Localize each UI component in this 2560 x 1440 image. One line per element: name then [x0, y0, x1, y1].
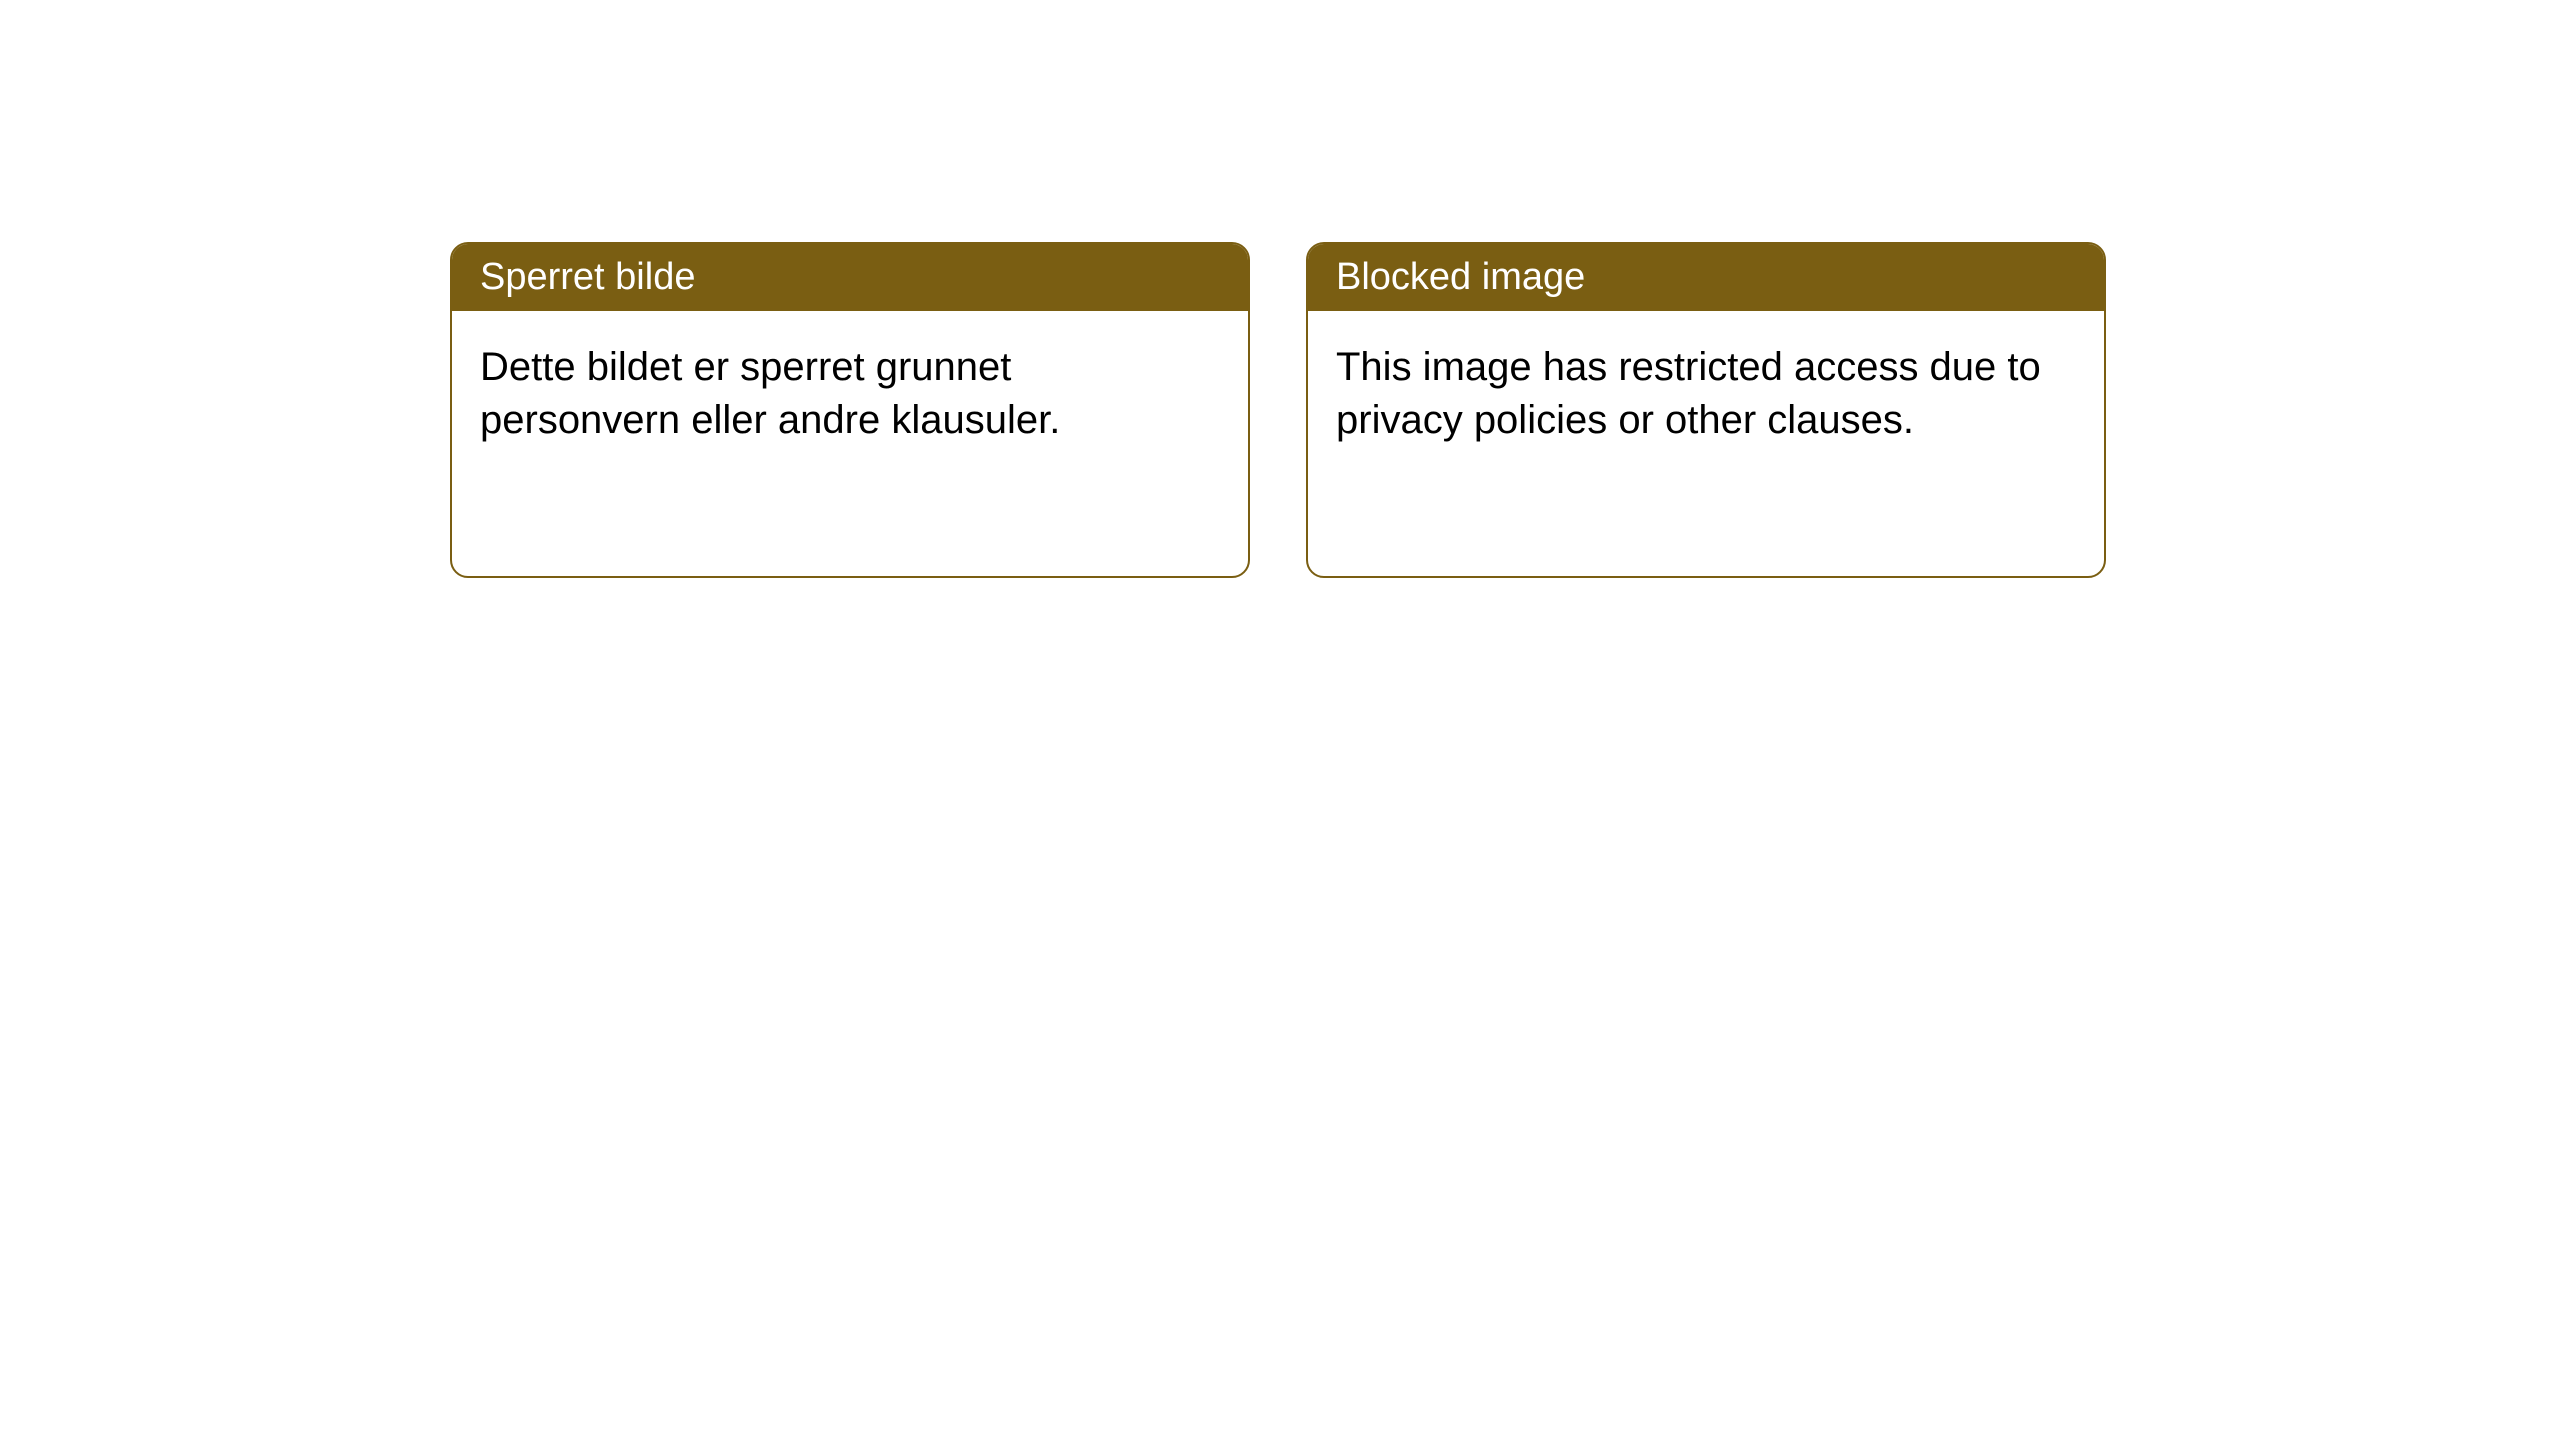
notice-card-en: Blocked image This image has restricted … — [1306, 242, 2106, 578]
notice-card-text: Dette bildet er sperret grunnet personve… — [480, 345, 1060, 442]
notice-card-title: Sperret bilde — [480, 256, 695, 298]
notice-card-header: Sperret bilde — [452, 244, 1248, 311]
notice-card-header: Blocked image — [1308, 244, 2104, 311]
notice-card-body: This image has restricted access due to … — [1308, 311, 2104, 477]
notice-cards-row: Sperret bilde Dette bildet er sperret gr… — [0, 0, 2560, 578]
notice-card-body: Dette bildet er sperret grunnet personve… — [452, 311, 1248, 477]
notice-card-no: Sperret bilde Dette bildet er sperret gr… — [450, 242, 1250, 578]
notice-card-text: This image has restricted access due to … — [1336, 345, 2041, 442]
notice-card-title: Blocked image — [1336, 256, 1585, 298]
